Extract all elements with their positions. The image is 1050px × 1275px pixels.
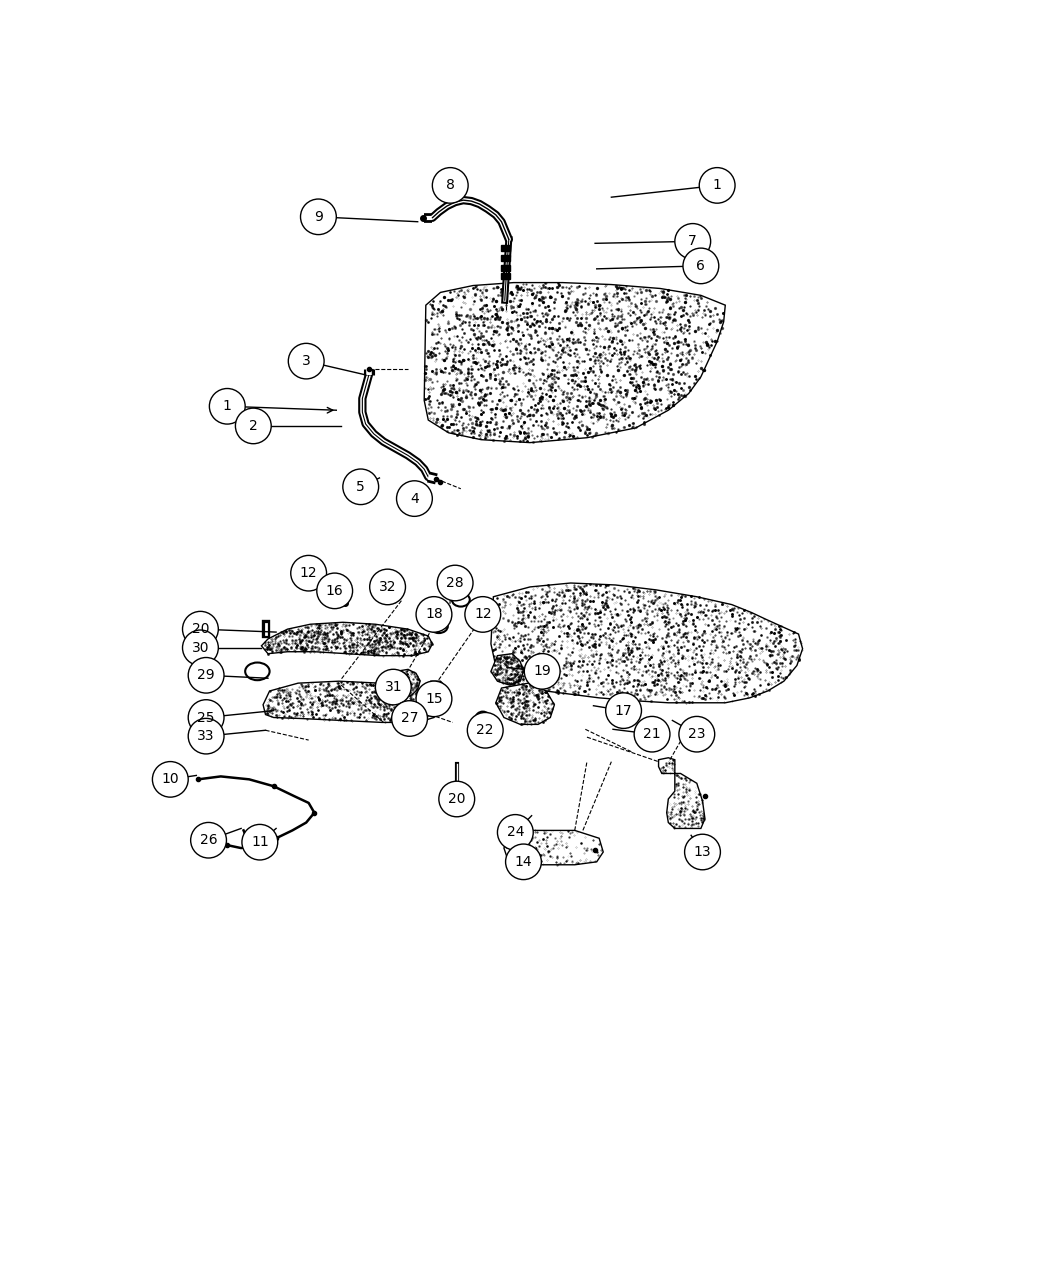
Text: 23: 23	[688, 727, 706, 741]
Ellipse shape	[467, 713, 503, 748]
Ellipse shape	[183, 611, 218, 646]
Ellipse shape	[498, 815, 533, 850]
Ellipse shape	[209, 389, 245, 425]
Text: 4: 4	[411, 492, 419, 506]
Ellipse shape	[291, 556, 327, 592]
Ellipse shape	[289, 343, 324, 379]
Ellipse shape	[506, 844, 542, 880]
Text: 20: 20	[448, 792, 465, 806]
Text: 14: 14	[514, 854, 532, 868]
Text: 6: 6	[696, 259, 706, 273]
Text: 11: 11	[251, 835, 269, 849]
Ellipse shape	[370, 569, 405, 604]
Polygon shape	[496, 683, 554, 724]
Ellipse shape	[152, 761, 188, 797]
FancyBboxPatch shape	[501, 273, 510, 279]
Ellipse shape	[685, 834, 720, 870]
Ellipse shape	[679, 717, 715, 752]
Text: 17: 17	[614, 704, 632, 718]
Text: 26: 26	[200, 834, 217, 847]
Ellipse shape	[465, 597, 501, 632]
Text: 20: 20	[192, 622, 209, 636]
Text: 2: 2	[249, 419, 257, 434]
Text: 22: 22	[477, 723, 493, 737]
FancyBboxPatch shape	[501, 265, 510, 270]
Text: 7: 7	[689, 235, 697, 249]
Text: 5: 5	[356, 479, 365, 493]
Text: 13: 13	[694, 845, 711, 859]
Ellipse shape	[433, 167, 468, 203]
Ellipse shape	[188, 700, 224, 736]
Ellipse shape	[342, 469, 379, 505]
Text: 1: 1	[713, 179, 721, 193]
Polygon shape	[426, 681, 448, 705]
Ellipse shape	[191, 822, 227, 858]
Ellipse shape	[317, 572, 353, 608]
Ellipse shape	[242, 825, 277, 859]
Polygon shape	[261, 622, 433, 655]
Polygon shape	[658, 757, 705, 829]
Text: 16: 16	[326, 584, 343, 598]
Ellipse shape	[682, 249, 719, 284]
Text: 3: 3	[301, 354, 311, 368]
Ellipse shape	[606, 692, 642, 728]
Text: 27: 27	[401, 711, 418, 725]
Text: 12: 12	[474, 607, 491, 621]
Ellipse shape	[675, 223, 711, 259]
Text: 12: 12	[300, 566, 317, 580]
Text: 8: 8	[446, 179, 455, 193]
Ellipse shape	[634, 717, 670, 752]
Polygon shape	[491, 654, 524, 685]
Ellipse shape	[376, 669, 412, 705]
Ellipse shape	[188, 718, 224, 754]
Ellipse shape	[397, 481, 433, 516]
FancyBboxPatch shape	[501, 245, 510, 251]
Text: 10: 10	[162, 773, 180, 787]
Ellipse shape	[235, 408, 271, 444]
Ellipse shape	[437, 565, 474, 601]
Ellipse shape	[188, 658, 224, 694]
Text: 24: 24	[506, 825, 524, 839]
Text: 1: 1	[223, 399, 232, 413]
Ellipse shape	[392, 701, 427, 736]
Text: 15: 15	[425, 692, 443, 706]
Text: 33: 33	[197, 729, 215, 743]
Polygon shape	[264, 681, 439, 723]
Text: 30: 30	[192, 641, 209, 655]
Polygon shape	[385, 669, 420, 699]
Polygon shape	[504, 830, 603, 864]
Text: 21: 21	[644, 727, 660, 741]
Text: 9: 9	[314, 210, 322, 224]
Ellipse shape	[416, 681, 452, 717]
Text: 28: 28	[446, 576, 464, 590]
Text: 31: 31	[384, 680, 402, 694]
Ellipse shape	[699, 167, 735, 203]
Text: 18: 18	[425, 607, 443, 621]
Ellipse shape	[524, 654, 560, 690]
Ellipse shape	[439, 782, 475, 817]
Polygon shape	[491, 583, 802, 703]
Text: 25: 25	[197, 710, 215, 724]
Text: 32: 32	[379, 580, 396, 594]
Text: 19: 19	[533, 664, 551, 678]
Ellipse shape	[416, 597, 452, 632]
FancyBboxPatch shape	[501, 255, 510, 261]
Ellipse shape	[183, 630, 218, 666]
Ellipse shape	[300, 199, 336, 235]
Text: 29: 29	[197, 668, 215, 682]
Polygon shape	[424, 283, 726, 442]
